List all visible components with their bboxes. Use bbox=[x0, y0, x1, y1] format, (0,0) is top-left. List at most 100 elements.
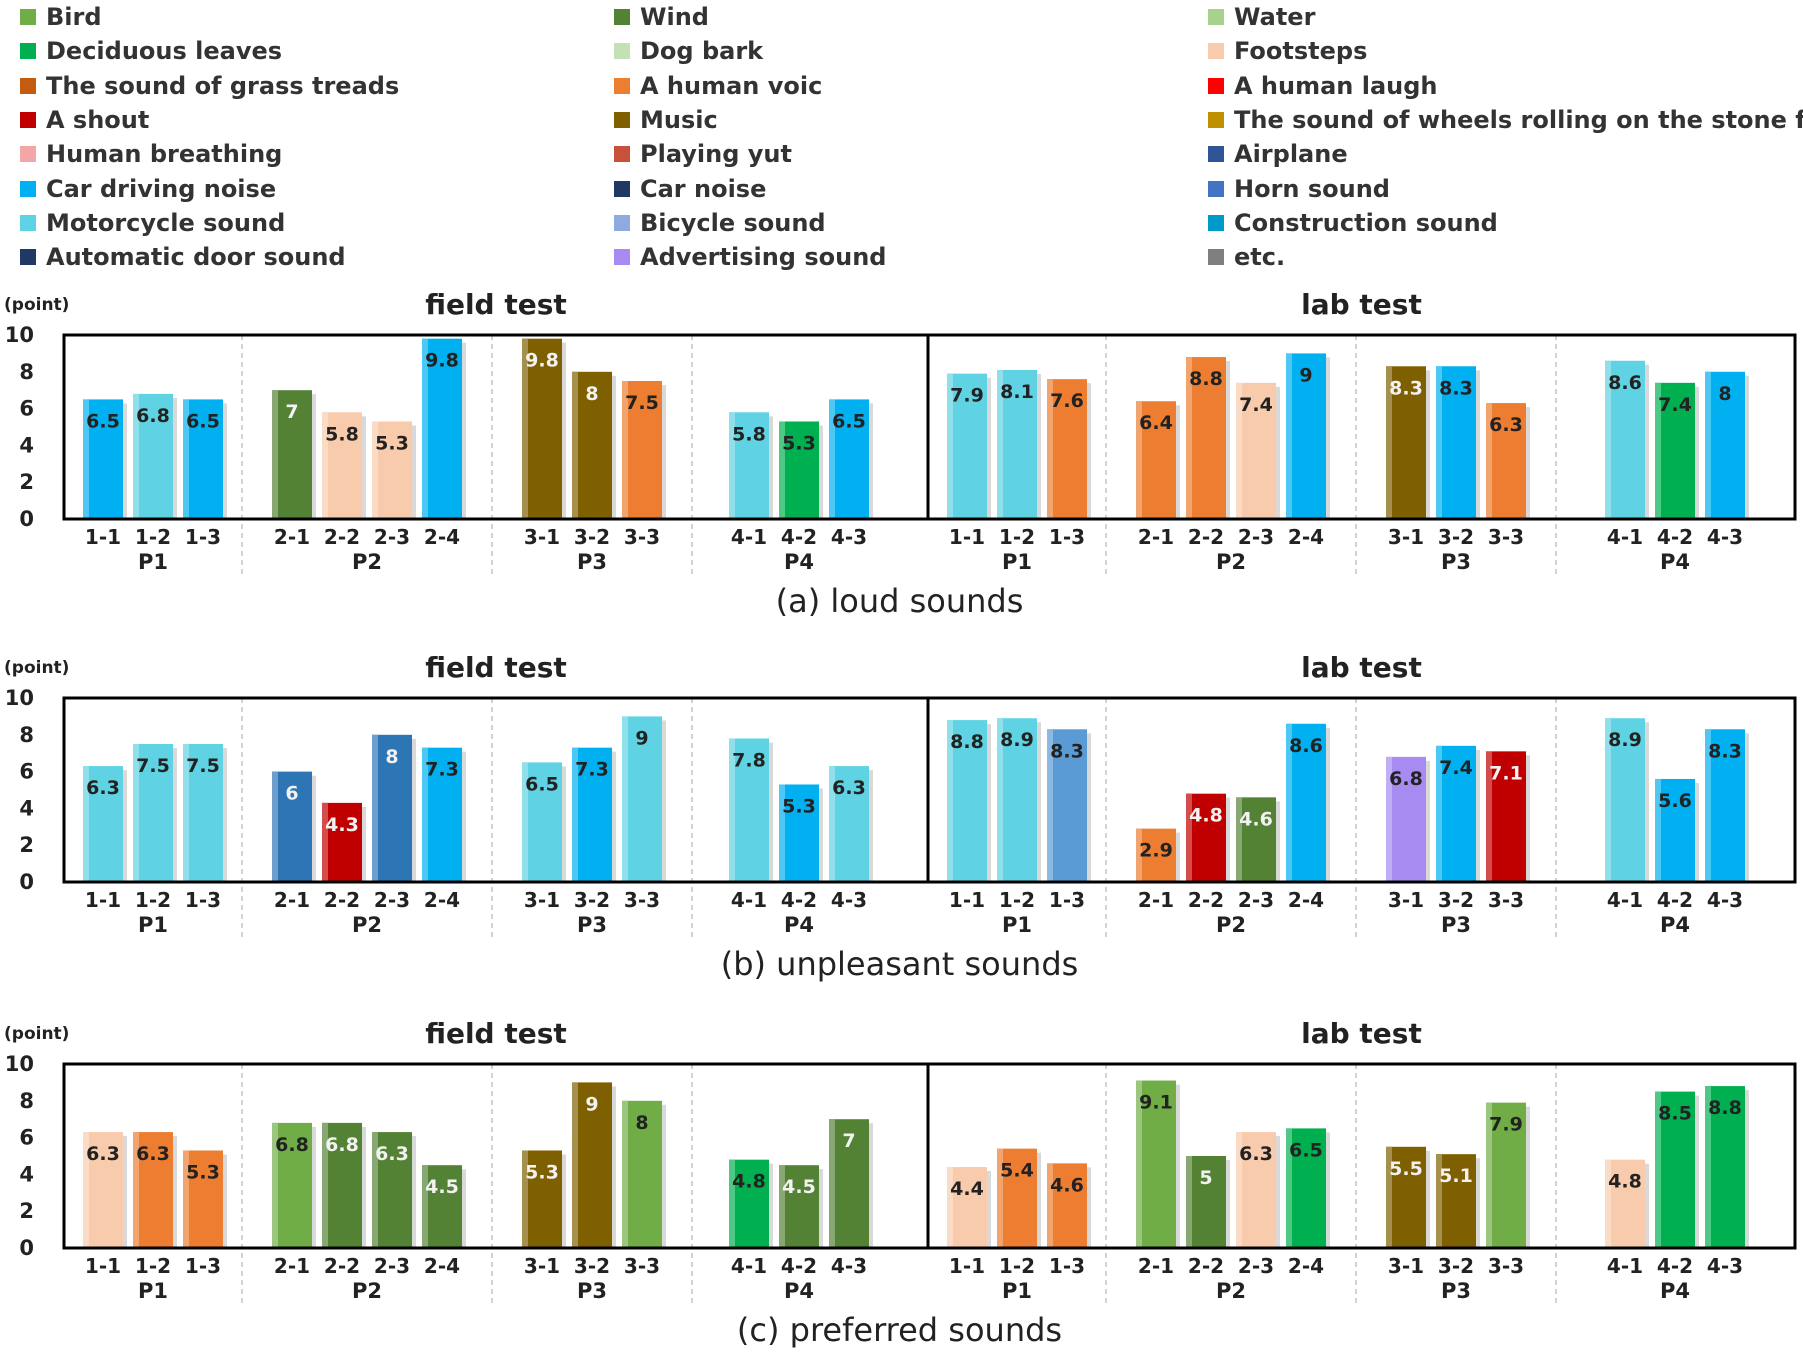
bar-highlight bbox=[622, 1100, 628, 1248]
legend-item: Human breathing bbox=[20, 139, 282, 169]
x-tick-label: 3-2 bbox=[1438, 525, 1474, 549]
panel-title: lab test bbox=[1301, 1017, 1422, 1050]
legend-label: Bird bbox=[46, 3, 102, 31]
y-tick-label: 8 bbox=[19, 1089, 34, 1113]
bar bbox=[1236, 382, 1276, 519]
bar-highlight bbox=[947, 373, 953, 519]
bar-highlight bbox=[572, 1082, 578, 1248]
legend-item: A human laugh bbox=[1208, 71, 1438, 101]
bar bbox=[1655, 382, 1695, 519]
data-label: 5.1 bbox=[1439, 1165, 1473, 1187]
bar-highlight bbox=[1655, 1091, 1661, 1248]
legend-label: Deciduous leaves bbox=[46, 37, 283, 66]
group-label: P3 bbox=[577, 913, 607, 937]
legend-item: The sound of wheels rolling on the stone… bbox=[1208, 105, 1803, 135]
legend-swatch bbox=[614, 146, 630, 163]
bar-highlight bbox=[829, 766, 835, 882]
x-tick-label: 2-4 bbox=[1288, 1254, 1324, 1278]
bar bbox=[779, 421, 819, 519]
data-label: 9 bbox=[635, 727, 648, 749]
x-tick-label: 2-1 bbox=[1138, 1254, 1174, 1278]
bar bbox=[1236, 797, 1276, 882]
bar bbox=[83, 766, 123, 882]
group-label: P4 bbox=[1660, 550, 1690, 574]
bar bbox=[997, 369, 1037, 519]
data-label: 7.8 bbox=[732, 749, 766, 771]
bar-highlight bbox=[1236, 1132, 1242, 1248]
data-label: 7 bbox=[285, 401, 298, 423]
data-label: 7.6 bbox=[1050, 390, 1084, 412]
bar bbox=[183, 1150, 223, 1248]
data-label: 7.1 bbox=[1489, 762, 1523, 784]
bar-highlight bbox=[1486, 403, 1492, 519]
data-label: 8.5 bbox=[1658, 1103, 1692, 1125]
group-label: P2 bbox=[1216, 1279, 1246, 1303]
x-tick-label: 4-2 bbox=[1657, 888, 1693, 912]
bar bbox=[622, 716, 662, 882]
bar-highlight bbox=[622, 716, 628, 882]
bar bbox=[729, 1159, 769, 1248]
legend-label: Footsteps bbox=[1234, 37, 1368, 66]
x-tick-label: 3-3 bbox=[624, 1254, 660, 1278]
data-label: 6.8 bbox=[136, 405, 170, 427]
bar bbox=[1705, 1086, 1745, 1248]
bar-highlight bbox=[422, 747, 428, 882]
panel-title: lab test bbox=[1301, 288, 1422, 321]
data-label: 6.3 bbox=[86, 777, 120, 799]
bar bbox=[829, 766, 869, 882]
y-tick-label: 2 bbox=[19, 470, 34, 494]
legend-label: Horn sound bbox=[1234, 174, 1390, 203]
legend-swatch bbox=[614, 214, 630, 231]
x-tick-label: 1-2 bbox=[135, 1254, 171, 1278]
bar-highlight bbox=[1286, 1128, 1292, 1248]
panel-title: field test bbox=[425, 1017, 567, 1050]
x-tick-label: 2-1 bbox=[1138, 525, 1174, 549]
y-axis-label: (point) bbox=[4, 295, 69, 315]
data-label: 6.8 bbox=[275, 1134, 309, 1156]
data-label: 6.3 bbox=[86, 1143, 120, 1165]
bar-highlight bbox=[1605, 718, 1611, 882]
x-tick-label: 3-1 bbox=[524, 1254, 560, 1278]
data-label: 7.3 bbox=[425, 759, 459, 781]
bar-highlight bbox=[1436, 366, 1442, 519]
data-label: 5 bbox=[1199, 1167, 1212, 1189]
bar-highlight bbox=[997, 718, 1003, 882]
bar bbox=[1436, 366, 1476, 519]
legend-item: Automatic door sound bbox=[20, 242, 346, 272]
x-tick-label: 3-2 bbox=[574, 1254, 610, 1278]
legend-label: Automatic door sound bbox=[46, 243, 346, 272]
legend-item: Advertising sound bbox=[614, 242, 886, 272]
group-label: P2 bbox=[352, 550, 382, 574]
x-tick-label: 3-3 bbox=[624, 888, 660, 912]
bar bbox=[572, 371, 612, 519]
legend-item: Music bbox=[614, 105, 718, 135]
bar bbox=[779, 1165, 819, 1248]
bar-highlight bbox=[322, 1122, 328, 1248]
x-tick-label: 3-2 bbox=[1438, 1254, 1474, 1278]
legend-swatch bbox=[1208, 111, 1224, 128]
x-tick-label: 4-2 bbox=[1657, 1254, 1693, 1278]
bar bbox=[1655, 778, 1695, 882]
x-tick-label: 4-2 bbox=[1657, 525, 1693, 549]
group-label: P3 bbox=[577, 1279, 607, 1303]
data-label: 9.8 bbox=[425, 350, 459, 372]
y-tick-label: 8 bbox=[19, 723, 34, 747]
x-tick-label: 1-1 bbox=[949, 888, 985, 912]
x-tick-label: 1-2 bbox=[135, 525, 171, 549]
bar-highlight bbox=[1047, 379, 1053, 519]
data-label: 6.5 bbox=[832, 410, 866, 432]
bar-highlight bbox=[1236, 797, 1242, 882]
x-tick-label: 2-3 bbox=[374, 888, 410, 912]
x-tick-label: 4-3 bbox=[831, 888, 867, 912]
data-label: 7.5 bbox=[186, 755, 220, 777]
legend-swatch bbox=[614, 9, 630, 25]
legend-swatch bbox=[614, 111, 630, 128]
data-label: 8.6 bbox=[1608, 372, 1642, 394]
data-label: 5.8 bbox=[325, 423, 359, 445]
bar bbox=[1605, 718, 1645, 882]
bar bbox=[183, 744, 223, 882]
bar-highlight bbox=[133, 1132, 139, 1248]
data-label: 7.4 bbox=[1239, 394, 1273, 416]
legend-label: The sound of wheels rolling on the stone… bbox=[1234, 105, 1803, 134]
legend-label: A shout bbox=[46, 105, 150, 134]
